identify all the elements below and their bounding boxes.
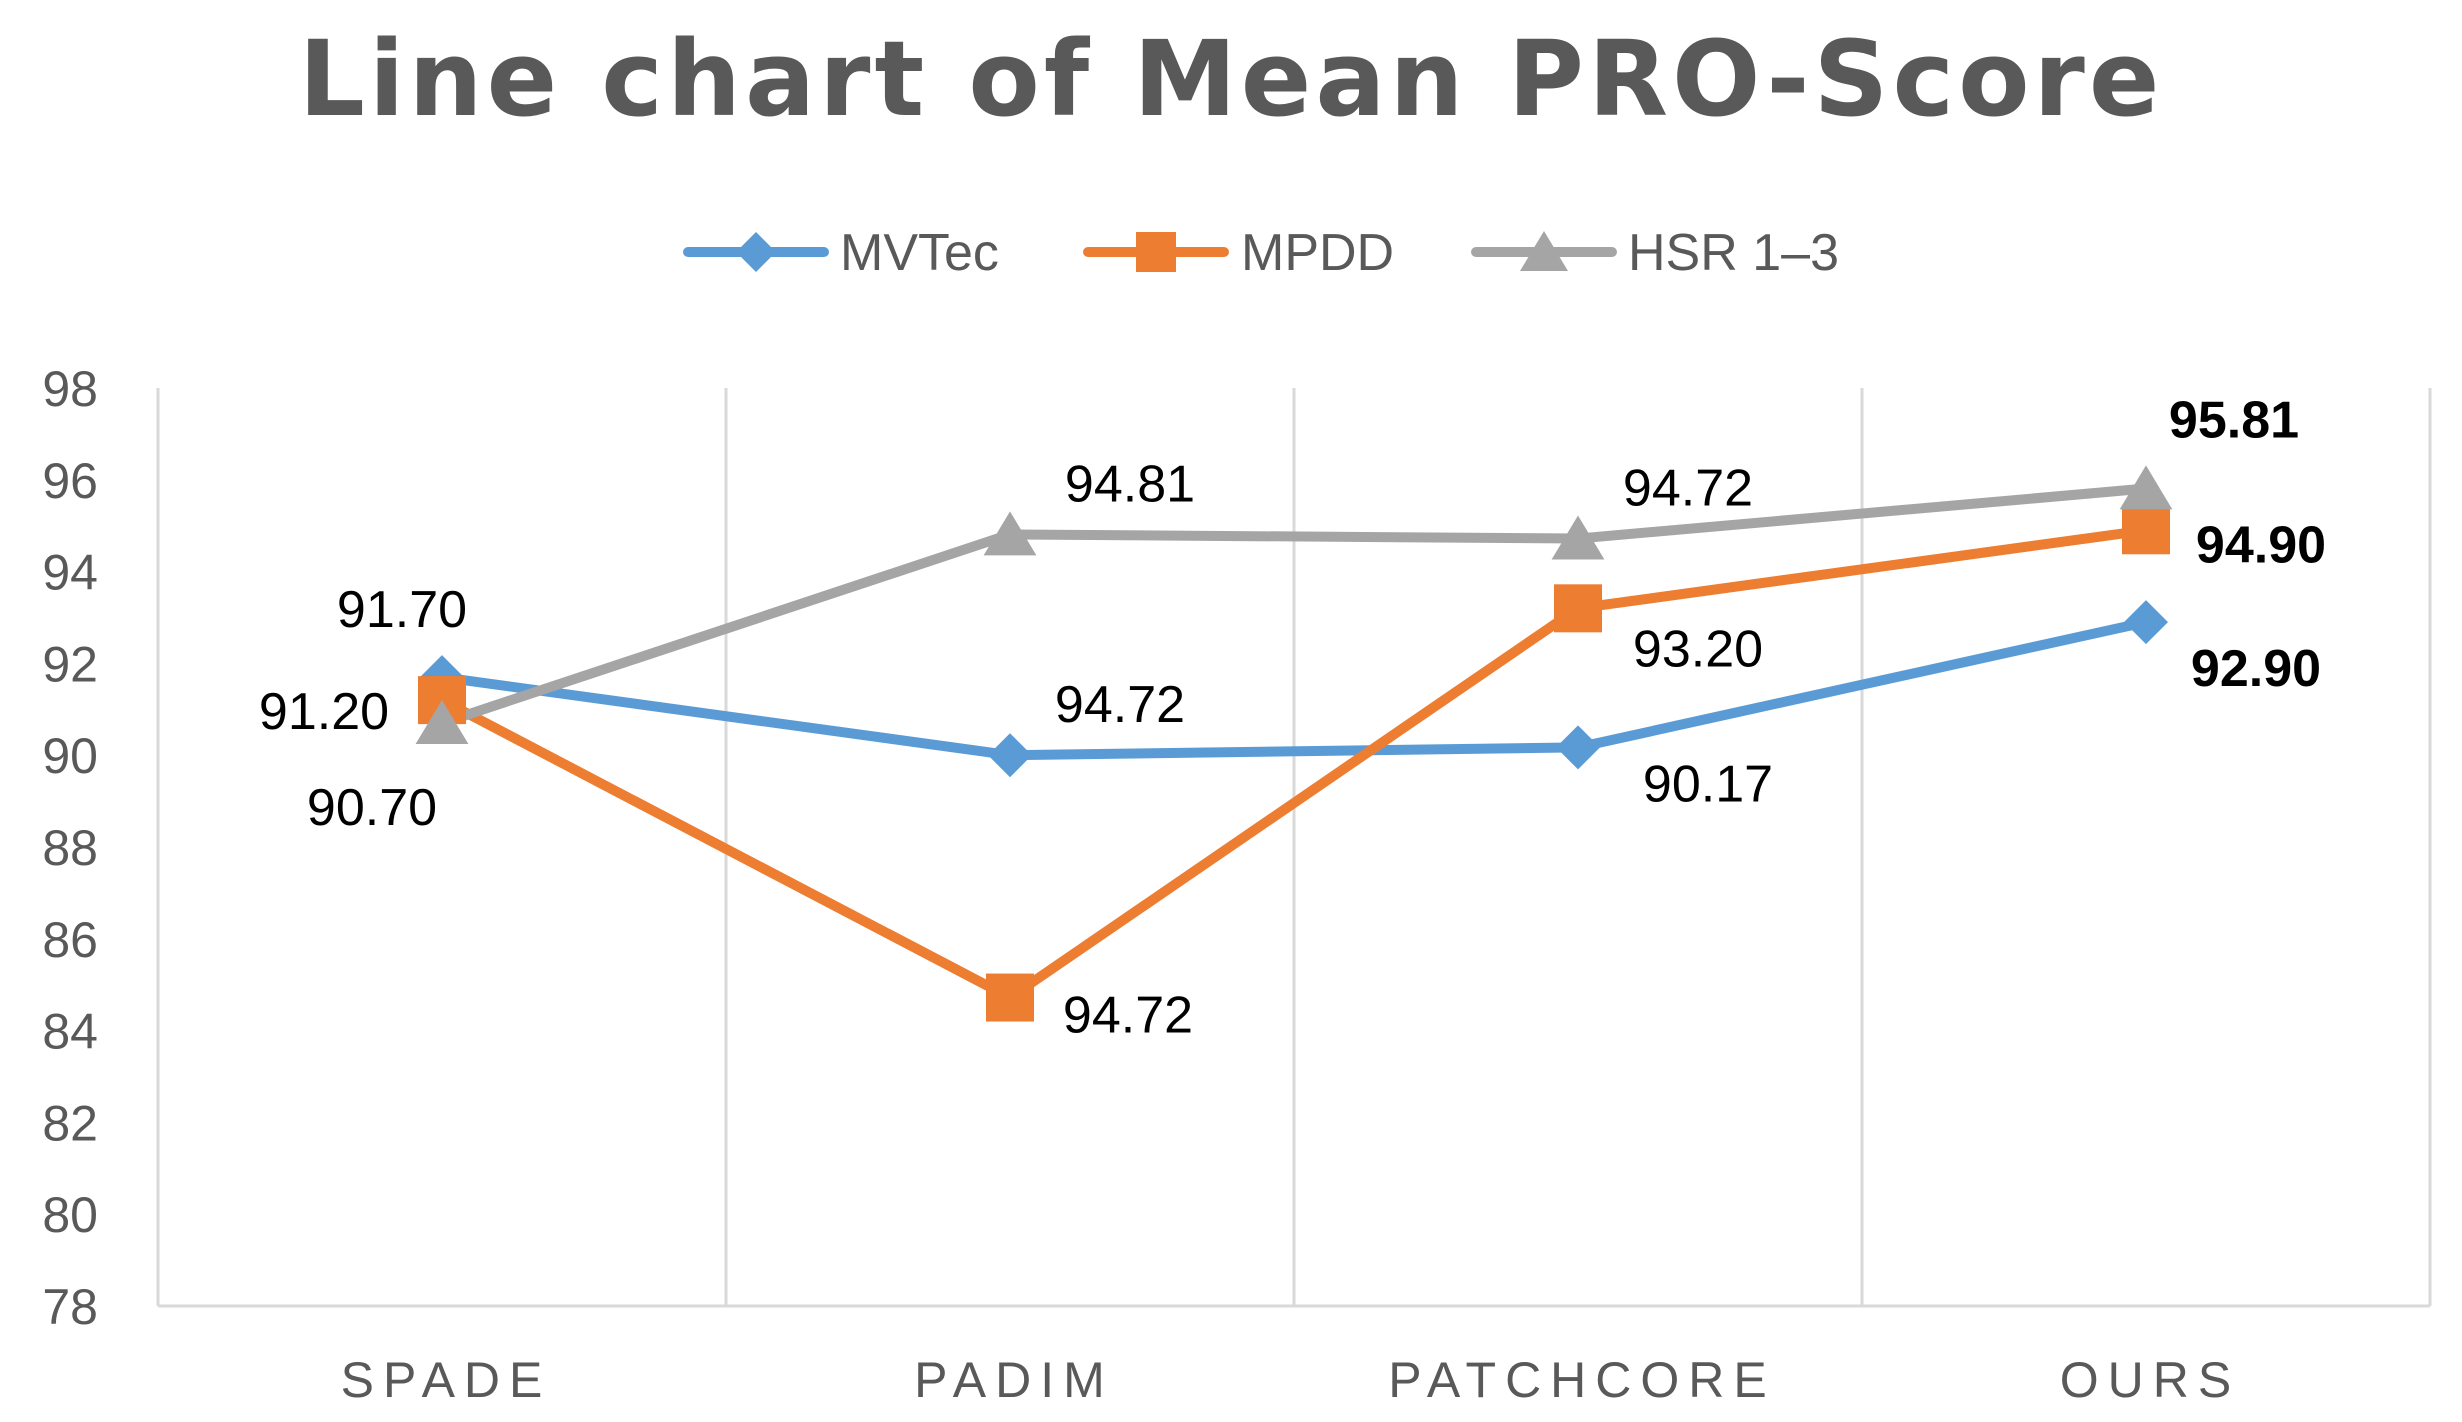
- chart-title: Line chart of Mean PRO-Score: [298, 18, 2164, 140]
- data-point-mvtec: [1556, 725, 1600, 770]
- data-point-hsr-1-3: [415, 699, 469, 744]
- legend-label-mpdd: MPDD: [1241, 224, 1394, 282]
- data-label-mvtec: 94.72: [1055, 676, 1185, 734]
- legend-marker-hsr-1-3: [1520, 231, 1568, 271]
- data-label-hsr-1-3: 94.81: [1065, 455, 1195, 513]
- legend-label-mvtec: MVTec: [840, 224, 999, 282]
- y-tick-label: 92: [42, 636, 98, 692]
- axes: 78 80 82 84 86 88 90 92 94 96 98 SPADE PADIM PATCHCOR…: [42, 361, 2430, 1408]
- series-line-hsr-1-3: [437, 483, 2151, 729]
- y-tick-label: 82: [42, 1095, 98, 1151]
- y-tick-label: 78: [42, 1279, 98, 1335]
- series-markers: [415, 465, 2173, 1022]
- data-labels: 91.70 94.72 90.17 92.90 91.20 94.72 93.20 94.90…: [259, 392, 2326, 1045]
- data-label-mvtec: 90.17: [1643, 755, 1773, 813]
- data-label-mvtec: 92.90: [2191, 640, 2321, 698]
- data-point-mvtec: [988, 733, 1032, 778]
- y-tick-label: 86: [42, 912, 98, 968]
- data-point-mvtec: [2124, 600, 2168, 645]
- y-tick-label: 90: [42, 728, 98, 784]
- data-point-hsr-1-3: [1551, 515, 1605, 560]
- data-point-mpdd: [2122, 506, 2170, 555]
- data-point-hsr-1-3: [983, 511, 1037, 556]
- series-line-mvtec: [437, 617, 2151, 761]
- y-tick-label: 80: [42, 1187, 98, 1243]
- data-point-mpdd: [986, 973, 1034, 1022]
- legend-marker-mpdd: [1136, 232, 1176, 272]
- y-tick-label: 88: [42, 820, 98, 876]
- legend-label-hsr-1-3: HSR 1–3: [1628, 224, 1839, 282]
- data-label-hsr-1-3: 90.70: [307, 779, 437, 837]
- x-tick-label: OURS: [2060, 1352, 2240, 1408]
- data-label-hsr-1-3: 94.72: [1623, 460, 1753, 518]
- gridlines: [156, 388, 2432, 1306]
- data-point-mpdd: [1554, 584, 1602, 633]
- data-label-mpdd: 93.20: [1633, 620, 1763, 678]
- x-tick-label: PADIM: [914, 1352, 1114, 1408]
- legend: MVTec MPDD HSR 1–3: [683, 224, 1839, 282]
- series-lines: [437, 483, 2151, 1003]
- data-point-hsr-1-3: [2119, 465, 2173, 510]
- y-tick-label: 98: [42, 361, 98, 417]
- data-label-mpdd: 94.72: [1063, 987, 1193, 1045]
- data-label-mpdd: 94.90: [2196, 516, 2326, 574]
- x-tick-label: SPADE: [341, 1352, 552, 1408]
- series-line-mpdd: [437, 525, 2151, 1003]
- y-tick-label: 94: [42, 545, 98, 601]
- y-tick-label: 84: [42, 1004, 98, 1060]
- data-label-hsr-1-3: 95.81: [2169, 392, 2299, 450]
- x-tick-label: PATCHCORE: [1388, 1352, 1776, 1408]
- legend-marker-mvtec: [736, 232, 776, 272]
- y-tick-label: 96: [42, 453, 98, 509]
- data-label-mpdd: 91.20: [259, 683, 389, 741]
- data-label-mvtec: 91.70: [337, 581, 467, 639]
